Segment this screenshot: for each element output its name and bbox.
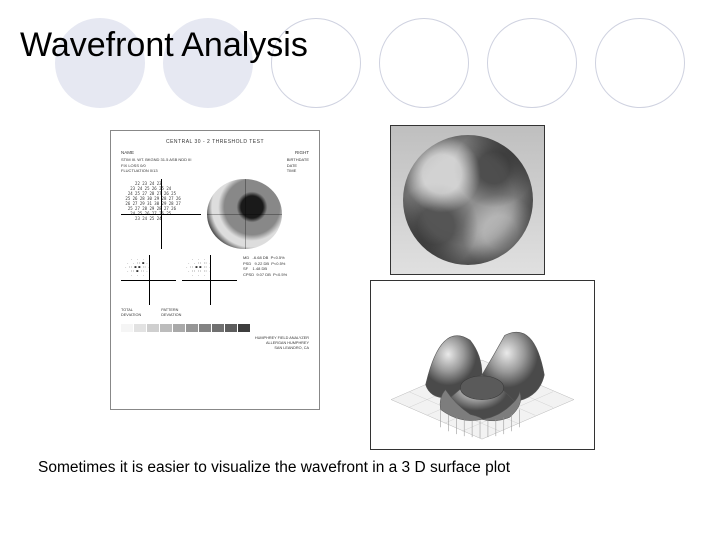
report-params-right: BIRTHDATE DATE TIME <box>287 157 309 173</box>
wavefront-3d-surface <box>371 281 594 449</box>
report-header: CENTRAL 30 - 2 THRESHOLD TEST <box>121 139 309 146</box>
gs-step <box>121 324 133 332</box>
gs-step <box>212 324 224 332</box>
gs-step <box>238 324 250 332</box>
deviation-legends: TOTAL DEVIATION PATTERN DEVIATION <box>121 308 309 318</box>
gs-step <box>225 324 237 332</box>
grid-values: 22 23 24 23 23 24 25 26 25 24 24 25 27 2… <box>121 179 201 249</box>
gs-step <box>186 324 198 332</box>
grid-values: . . . . . :: :: . . :: ■ ■ :: . . :: :: … <box>182 255 237 305</box>
legend-pattern: PATTERN DEVIATION <box>161 308 181 318</box>
report-name-label: NAME <box>121 150 134 156</box>
report-params-left: STIM III. WT. BKGND 31.5 ASB NDD III FIX… <box>121 157 191 173</box>
wavefront-sphere <box>403 135 533 265</box>
report-lower-row: . . . . . :: ■ . . :: ■ ■ :: . . :: ■ ::… <box>121 255 309 305</box>
report-stats: MD -6.68 DB P<0.5% PSD 9.22 DB P<0.5% SF… <box>243 255 287 305</box>
wavefront-sphere-panel <box>390 125 545 275</box>
deco-circle <box>595 18 685 108</box>
total-deviation-grid: . . . . . :: ■ . . :: ■ ■ :: . . :: ■ ::… <box>121 255 176 305</box>
report-eye-label: RIGHT <box>295 150 309 156</box>
legend-total: TOTAL DEVIATION <box>121 308 141 318</box>
pattern-deviation-grid: . . . . . :: :: . . :: ■ ■ :: . . :: :: … <box>182 255 237 305</box>
grayscale-legend <box>121 324 309 332</box>
report-footer: HUMPHREY FIELD ANALYZER ALLERGAN HUMPHRE… <box>121 336 309 351</box>
gs-step <box>160 324 172 332</box>
slide-body-text: Sometimes it is easier to visualize the … <box>38 459 510 477</box>
gs-step <box>199 324 211 332</box>
visual-field-report: CENTRAL 30 - 2 THRESHOLD TEST NAME RIGHT… <box>110 130 320 410</box>
grayscale-field-map <box>207 179 282 249</box>
gs-step <box>147 324 159 332</box>
numeric-field-grid: 22 23 24 23 23 24 25 26 25 24 24 25 27 2… <box>121 179 201 249</box>
deco-circle <box>379 18 469 108</box>
gs-step <box>173 324 185 332</box>
content-area: CENTRAL 30 - 2 THRESHOLD TEST NAME RIGHT… <box>0 130 720 440</box>
grid-values: . . . . . :: ■ . . :: ■ ■ :: . . :: ■ ::… <box>121 255 176 305</box>
gs-step <box>134 324 146 332</box>
report-main-row: 22 23 24 23 23 24 25 26 25 24 24 25 27 2… <box>121 179 309 249</box>
report-params: STIM III. WT. BKGND 31.5 ASB NDD III FIX… <box>121 157 309 173</box>
wavefront-3d-surface-panel <box>370 280 595 450</box>
report-meta: NAME RIGHT <box>121 150 309 156</box>
deco-circle <box>487 18 577 108</box>
slide-title: Wavefront Analysis <box>20 26 308 65</box>
